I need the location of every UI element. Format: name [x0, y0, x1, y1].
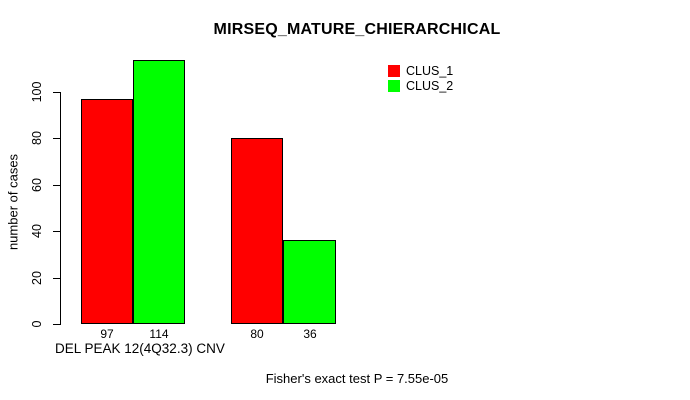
y-tick-label: 60	[30, 178, 44, 192]
bar-clus2-group2	[283, 240, 336, 324]
stat-annotation: Fisher's exact test P = 7.55e-05	[265, 371, 449, 386]
legend-swatch-clus2	[388, 80, 400, 92]
legend-label-clus1: CLUS_1	[406, 64, 454, 78]
y-axis-tick	[53, 92, 60, 93]
bar-value-label: 80	[250, 327, 264, 341]
bar-value-label: 97	[100, 327, 114, 341]
y-axis-tick	[53, 278, 60, 279]
y-axis-tick	[53, 324, 60, 325]
y-tick-label: 40	[30, 224, 44, 238]
bar-value-label: 36	[303, 327, 317, 341]
y-axis-line	[60, 92, 61, 325]
bar-clus1-group1	[81, 99, 133, 324]
legend-label-clus2: CLUS_2	[406, 79, 454, 93]
chart-title: MIRSEQ_MATURE_CHIERARCHICAL	[213, 21, 501, 38]
y-tick-label: 0	[30, 320, 44, 328]
y-tick-label: 100	[30, 81, 44, 103]
bar-clus1-group2	[231, 138, 283, 324]
y-axis-tick	[53, 185, 60, 186]
y-axis-title: number of cases	[5, 153, 21, 251]
y-axis-tick	[53, 231, 60, 232]
y-tick-label: 20	[30, 271, 44, 285]
bar-clus2-group1	[133, 60, 185, 324]
bar-value-label: 114	[149, 327, 169, 341]
x-axis-title: DEL PEAK 12(4Q32.3) CNV	[55, 341, 225, 356]
y-tick-label: 80	[30, 131, 44, 145]
legend-swatch-clus1	[388, 65, 400, 77]
y-axis-tick	[53, 138, 60, 139]
